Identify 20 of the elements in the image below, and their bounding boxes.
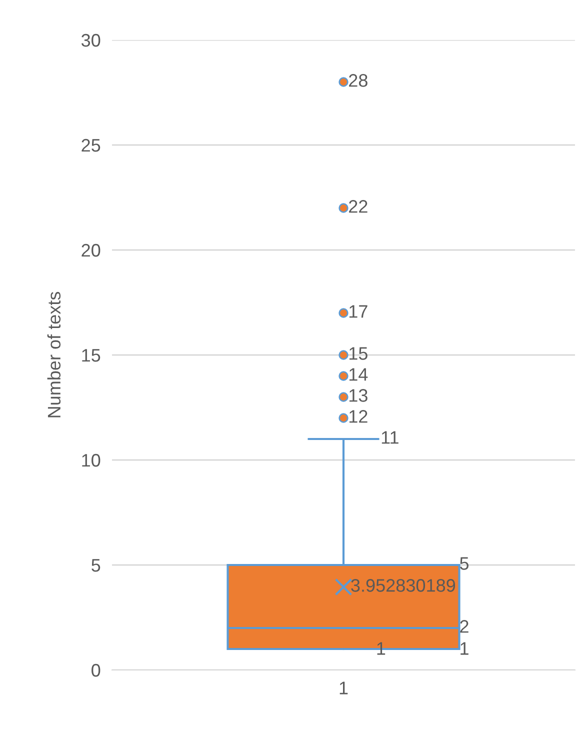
annotation: 17 (350, 305, 368, 318)
annotation: 11 (382, 431, 398, 444)
y-tick-label: 25 (82, 138, 100, 152)
y-tick-label: 5 (92, 559, 100, 572)
annotation: 12 (350, 410, 368, 423)
y-tick-label: 0 (92, 664, 100, 677)
y-tick-label: 15 (82, 349, 100, 362)
annotation: 22 (349, 200, 368, 213)
annotation: 28 (349, 74, 368, 87)
annotation: 1 (377, 642, 386, 655)
y-axis-title: Number of texts (47, 292, 61, 418)
y-tick-label: 10 (82, 454, 100, 467)
annotation: 14 (350, 368, 368, 381)
annotation: 15 (350, 347, 368, 360)
y-tick-label: 30 (81, 34, 100, 47)
annotation: 1 (460, 642, 468, 655)
y-tick-label: 20 (82, 244, 100, 257)
annotation: 3.952830189 (351, 579, 456, 592)
annotation: 13 (350, 389, 368, 402)
annotation: 5 (460, 557, 469, 570)
